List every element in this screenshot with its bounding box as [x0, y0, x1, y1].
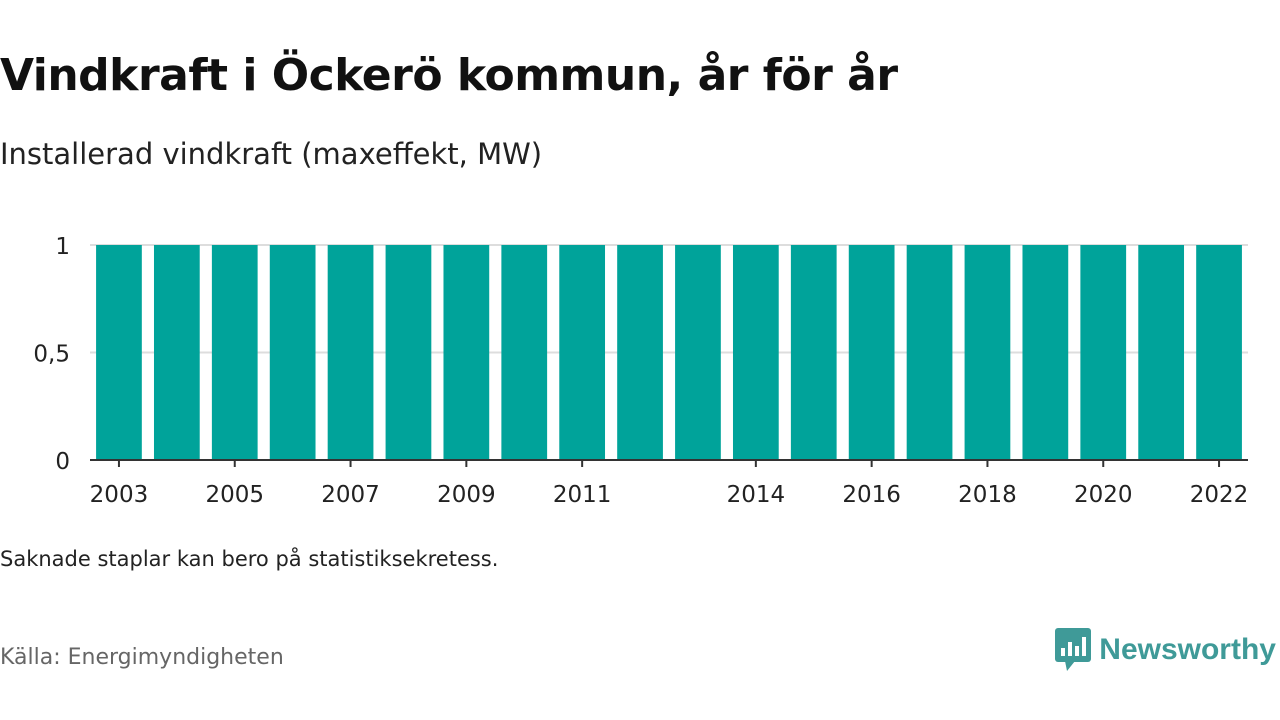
x-tick-label: 2016 — [842, 482, 901, 508]
x-tick-label: 2003 — [90, 482, 149, 508]
y-tick-label: 1 — [55, 234, 70, 260]
bar — [1138, 245, 1185, 460]
newsworthy-logo-icon — [1055, 628, 1092, 671]
bar — [848, 245, 895, 460]
bar — [675, 245, 721, 460]
bar — [269, 245, 316, 460]
bar — [501, 245, 548, 460]
x-tick-label: 2011 — [553, 482, 612, 508]
bar — [617, 245, 663, 460]
bar — [790, 245, 837, 460]
bar — [1022, 245, 1069, 460]
x-tick-label: 2022 — [1190, 482, 1249, 508]
bar — [327, 245, 374, 460]
y-tick-label: 0,5 — [33, 342, 70, 368]
bar — [1080, 245, 1127, 460]
source-label: Källa: Energimyndigheten — [0, 645, 284, 670]
x-tick-label: 2020 — [1074, 482, 1133, 508]
brand-logo: Newsworthy — [1055, 628, 1276, 672]
brand-name: Newsworthy — [1099, 633, 1276, 666]
x-tick-label: 2007 — [321, 482, 380, 508]
bar — [559, 245, 606, 460]
chart-subtitle: Installerad vindkraft (maxeffekt, MW) — [0, 137, 543, 171]
x-tick-label: 2005 — [205, 482, 264, 508]
bar — [211, 245, 258, 460]
chart-title: Vindkraft i Öckerö kommun, år för år — [0, 50, 898, 101]
bar — [906, 245, 953, 460]
bar — [153, 245, 200, 460]
x-tick-label: 2009 — [437, 482, 496, 508]
bar — [385, 245, 432, 460]
bar-chart: 0 0,5 1 2003 2005 2007 2009 2011 2014 2016 2018 202… — [33, 234, 1249, 508]
bar — [1196, 245, 1242, 460]
bar — [964, 245, 1011, 460]
x-tick-label: 2018 — [958, 482, 1017, 508]
x-tick-label: 2014 — [727, 482, 786, 508]
y-tick-label: 0 — [55, 449, 70, 475]
bar — [732, 245, 779, 460]
footnote: Saknade staplar kan bero på statistiksek… — [0, 547, 499, 571]
bar — [443, 245, 490, 460]
bar — [96, 245, 142, 460]
